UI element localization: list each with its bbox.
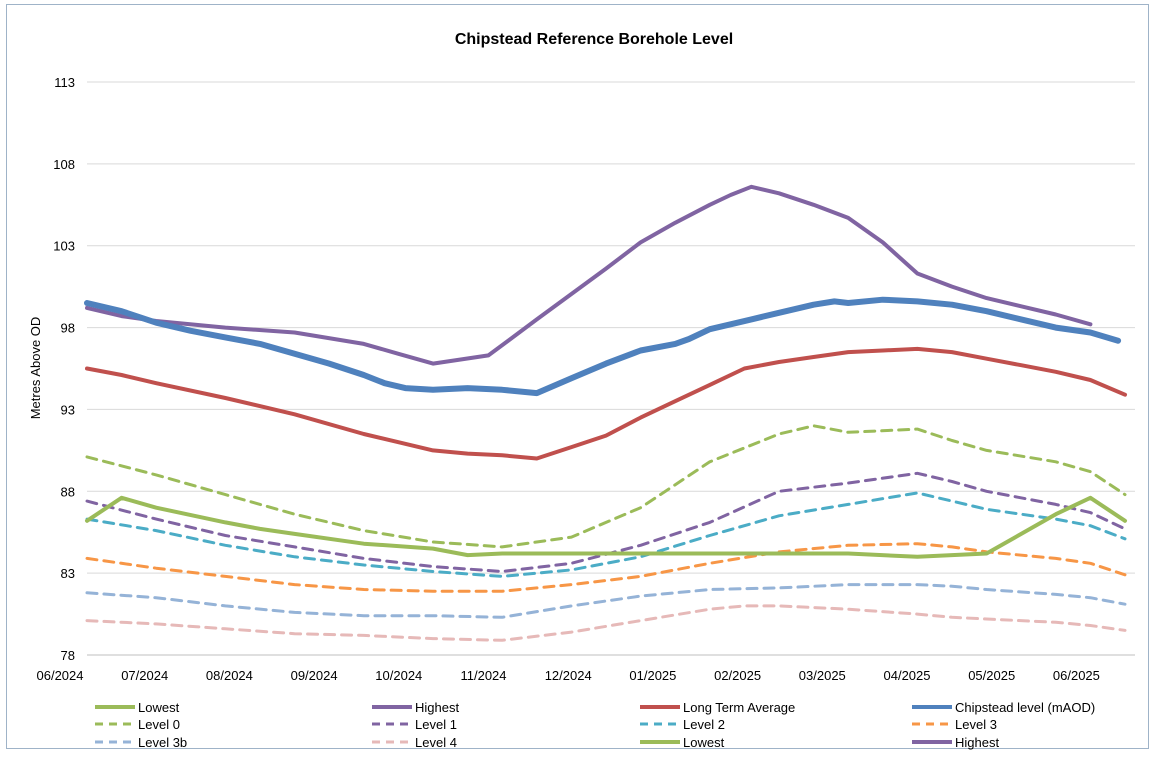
y-tick-label: 83 [61, 566, 75, 581]
x-tick-label: 05/2025 [968, 668, 1015, 683]
x-tick-label: 07/2024 [121, 668, 168, 683]
legend-label: Level 0 [138, 717, 180, 732]
legend-label: Level 3 [955, 717, 997, 732]
x-tick-label: 06/2025 [1053, 668, 1100, 683]
legend-label: Lowest [138, 700, 180, 715]
series-lines [84, 184, 1127, 642]
x-tick-label: 08/2024 [206, 668, 253, 683]
x-tick-label: 10/2024 [375, 668, 422, 683]
y-tick-label: 88 [61, 484, 75, 499]
y-tick-label: 108 [53, 157, 75, 172]
series-line-level-3 [85, 542, 1127, 593]
x-tick-label: 02/2025 [714, 668, 761, 683]
y-tick-label: 98 [61, 321, 75, 336]
x-tick-label: 12/2024 [545, 668, 592, 683]
legend-label: Lowest [683, 735, 725, 750]
legend-label: Chipstead level (mAOD) [955, 700, 1095, 715]
legend-label: Long Term Average [683, 700, 795, 715]
legend-label: Level 4 [415, 735, 457, 750]
series-line-level-0 [85, 424, 1127, 549]
gridlines [87, 81, 1135, 656]
y-tick-label: 113 [54, 75, 75, 90]
legend-label: Level 1 [415, 717, 457, 732]
y-tick-labels: 78 83 88 93 98 103 108 113 [53, 75, 75, 663]
legend-label: Level 3b [138, 735, 187, 750]
x-tick-label: 06/2024 [37, 668, 84, 683]
series-line-level-1 [85, 471, 1127, 573]
series-line-highest [85, 184, 1093, 366]
y-tick-label: 93 [61, 402, 75, 417]
x-tick-label: 01/2025 [629, 668, 676, 683]
series-line-level-3b [85, 583, 1127, 619]
legend-label: Highest [415, 700, 459, 715]
legend-label: Level 2 [683, 717, 725, 732]
legend: Lowest Highest Long Term Average Chipstead … [95, 700, 1095, 750]
x-tick-label: 03/2025 [799, 668, 846, 683]
y-tick-label: 103 [53, 239, 75, 254]
legend-label: Highest [955, 735, 999, 750]
series-line-long-term-average [85, 346, 1127, 461]
chart-title: Chipstead Reference Borehole Level [455, 31, 733, 48]
x-tick-labels: 06/2024 07/2024 08/2024 09/2024 10/2024 11/20… [37, 668, 1100, 683]
x-tick-label: 11/2024 [460, 668, 506, 683]
series-line-level-2 [85, 491, 1127, 578]
y-axis-label: Metres Above OD [28, 317, 43, 420]
series-line-lowest [85, 495, 1127, 559]
y-tick-label: 78 [61, 648, 75, 663]
series-line-level-4 [85, 604, 1127, 642]
series-line-chipstead-level-maod- [84, 296, 1122, 397]
x-tick-label: 04/2025 [884, 668, 931, 683]
x-tick-label: 09/2024 [291, 668, 338, 683]
